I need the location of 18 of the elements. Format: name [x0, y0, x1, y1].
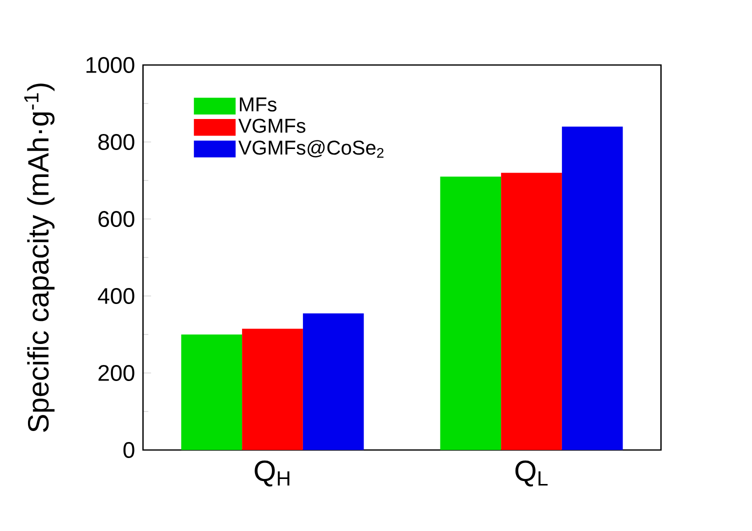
- bar: [302, 313, 364, 450]
- y-tick-label: 600: [98, 210, 134, 228]
- bar: [501, 172, 562, 450]
- x-tick-label: Q$_{H}$: [254, 460, 290, 486]
- x-tick-label: Q$_{L}$: [515, 460, 548, 486]
- y-tick-label: 1000: [86, 56, 134, 74]
- legend-label: VGMFs@CoSe$_{2}$: [238, 140, 384, 158]
- bar: [181, 334, 242, 450]
- bar: [440, 176, 502, 450]
- y-tick-label: 400: [98, 288, 134, 304]
- bar: [242, 328, 303, 450]
- y-tick-label: 200: [98, 364, 134, 382]
- legend-label: VGMFs: [238, 118, 306, 133]
- legend-label: MFs: [240, 98, 276, 112]
- y-tick-label: 800: [98, 134, 134, 150]
- bar: [562, 126, 623, 450]
- y-tick-label: 0: [123, 442, 134, 458]
- y-axis-title: Specific capacity (mAh·g$^{-1}$): [24, 84, 55, 432]
